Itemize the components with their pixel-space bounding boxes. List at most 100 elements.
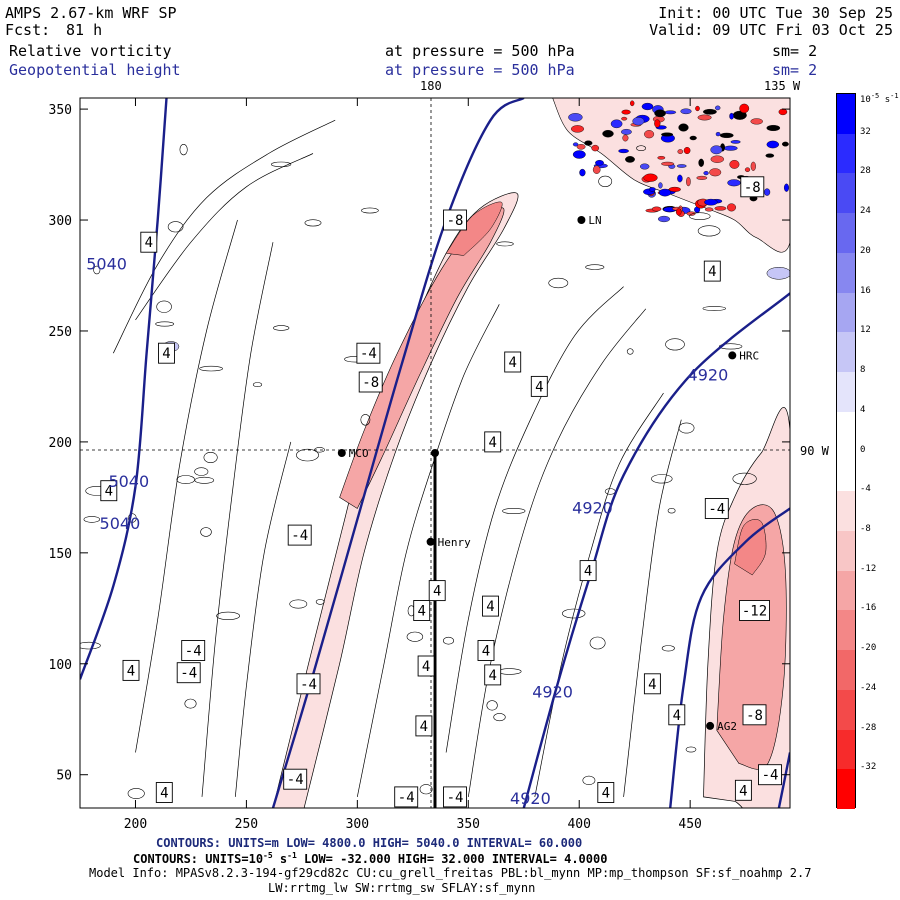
vort-speck — [632, 116, 645, 126]
y-tick-label: 150 — [49, 547, 72, 562]
vort-label: -4 — [287, 524, 312, 546]
vort-speck — [784, 183, 790, 192]
height-label: 4920 — [572, 499, 613, 518]
vort-label: -8 — [443, 209, 467, 231]
station-dot — [728, 351, 737, 360]
minor-contour-loop — [582, 775, 596, 786]
vort-speck — [602, 129, 614, 138]
minor-contour-loop — [80, 641, 101, 650]
colorbar-tick-label: -16 — [860, 603, 877, 614]
vort-label-text: -4 — [398, 790, 415, 806]
vort-label-text: -4 — [291, 528, 308, 544]
minor-contour-loop — [360, 414, 371, 426]
minor-contour — [467, 308, 647, 797]
minor-contour-loop — [718, 343, 743, 350]
vort-label: 4 — [484, 664, 502, 686]
station-label: Henry — [438, 536, 471, 549]
vort-speck — [710, 145, 723, 155]
minor-contour-loop — [585, 264, 605, 270]
vort-speck — [727, 203, 737, 212]
minor-contour — [135, 219, 238, 753]
colorbar-tick-label: -20 — [860, 643, 877, 654]
colorbar-segment — [837, 451, 855, 492]
vort-speck — [704, 198, 718, 206]
vort-speck — [643, 173, 658, 182]
station-label: AG2 — [717, 720, 737, 733]
vort-label-box — [530, 375, 548, 397]
vort-label-box — [758, 764, 782, 786]
field1-level: at pressure = 500 hPa — [385, 42, 575, 60]
colorbar-segment — [837, 610, 855, 651]
field2-level: at pressure = 500 hPa — [385, 61, 575, 79]
vort-label-box — [579, 560, 597, 582]
vort-label: -4 — [704, 498, 729, 519]
colorbar-segment — [837, 491, 855, 532]
minor-contour-loop — [598, 175, 613, 187]
vort-speck — [658, 182, 663, 189]
forecast-label: Fcst: — [5, 21, 51, 39]
vort-label-box — [413, 600, 431, 621]
minor-contour-loop — [636, 145, 646, 151]
colorbar-tick-label: -8 — [860, 523, 871, 534]
vort-band-east-core — [734, 519, 767, 576]
height-label: 5040 — [100, 514, 141, 533]
vort-speck — [678, 123, 689, 132]
vort-speck — [622, 134, 629, 142]
vort-label-box — [597, 782, 615, 803]
vort-label: 4 — [155, 782, 173, 803]
vort-label-text: 4 — [433, 584, 441, 600]
minor-contour-loop — [296, 448, 319, 462]
vort-speck — [677, 149, 684, 155]
minor-contour-loop — [419, 784, 433, 795]
station-marker: LN — [577, 214, 602, 227]
vort-label-text: 4 — [508, 355, 516, 371]
minor-contour-loop — [199, 365, 223, 372]
vort-speck — [618, 148, 629, 154]
vort-label-box — [417, 655, 435, 677]
vort-speck — [703, 109, 717, 115]
colorbar-tick-label: -28 — [860, 722, 877, 733]
vort-label: -8 — [742, 704, 767, 726]
vort-label: 4 — [100, 480, 118, 502]
station-marker: AG2 — [706, 720, 737, 733]
vort-label-box — [176, 662, 201, 684]
vort-info-exp: -5 — [263, 851, 273, 860]
vort-label: -4 — [394, 786, 419, 808]
vort-label-box — [504, 351, 522, 373]
vort-info-post: s — [272, 852, 288, 866]
vort-speck — [750, 118, 763, 125]
minor-contour-loop — [179, 144, 188, 156]
vort-speck — [648, 187, 656, 192]
vorticity-contour-info: CONTOURS: UNITS=10-5 s-1 LOW= -32.000 HI… — [133, 851, 607, 866]
colorbar-segment — [837, 769, 855, 810]
minor-contour-loop — [604, 488, 616, 495]
vort-label-text: -8 — [362, 375, 379, 391]
vort-label-text: -4 — [300, 677, 317, 693]
vort-speck — [696, 175, 708, 180]
vort-label: -12 — [739, 600, 770, 621]
minor-contour-loop — [155, 321, 175, 327]
vort-label-text: -8 — [744, 180, 761, 196]
lon-135w-label: 135 W — [764, 79, 801, 93]
vort-speck — [686, 177, 691, 187]
vort-speck — [644, 130, 655, 139]
minor-contour-loop — [93, 265, 101, 275]
vort-speck — [579, 168, 586, 177]
vort-label: 4 — [140, 231, 158, 253]
colorbar-segment — [837, 729, 855, 770]
colorbar-tick-label: 24 — [860, 206, 871, 217]
vort-speck — [697, 114, 712, 121]
colorbar-segment — [837, 332, 855, 373]
station-dot — [431, 449, 439, 457]
vort-label-box — [443, 786, 467, 808]
vort-label-text: -12 — [742, 604, 767, 620]
minor-contour-loop — [128, 513, 137, 523]
model-info: Model Info: MPASv8.2.3-194-gf29cd82c CU:… — [89, 866, 812, 880]
vort-label-text: -4 — [762, 768, 779, 784]
vort-label: -8 — [740, 176, 765, 198]
vort-info-rest: LOW= -32.000 HIGH= 32.000 INTERVAL= 4.00… — [296, 852, 608, 866]
vort-speck — [641, 102, 654, 111]
station-dot — [337, 449, 346, 457]
minor-contour-loop — [442, 636, 454, 645]
y-tick-label: 250 — [49, 325, 72, 340]
